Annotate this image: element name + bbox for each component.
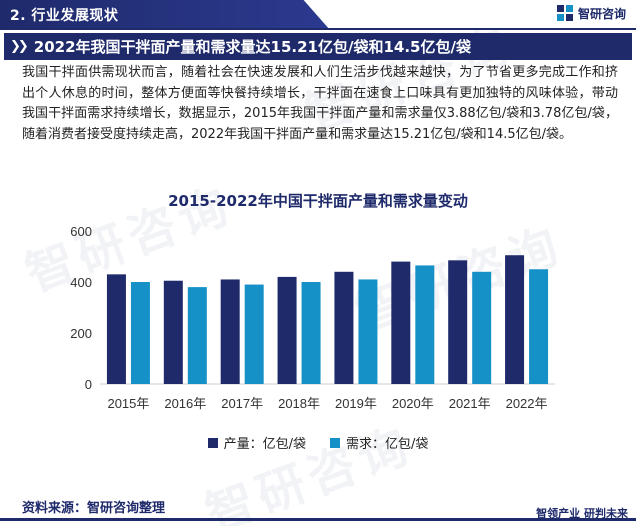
x-tick-label: 2015年 <box>107 396 149 411</box>
x-tick-label: 2019年 <box>335 396 377 411</box>
y-tick-label: 600 <box>70 224 92 239</box>
bar-demand <box>358 279 378 384</box>
double-chevron-icon: ❯❯ <box>10 39 29 54</box>
chart-title: 2015-2022年中国干拌面产量和需求量变动 <box>168 192 468 210</box>
x-tick-label: 2022年 <box>506 396 548 411</box>
footer-line <box>0 518 636 521</box>
footer-slogan: 智领产业 研判未来 <box>536 507 628 520</box>
body-paragraph: 我国干拌面供需现状而言，随着社会在快速发展和人们生活步伐越来越快，为了节省更多完… <box>22 65 618 142</box>
logo-text: 智研咨询 <box>577 6 626 21</box>
legend-item-production: 产量：亿包/袋 <box>207 433 306 452</box>
bar-demand <box>529 269 549 384</box>
bar-demand <box>472 271 492 384</box>
y-tick-label: 0 <box>85 377 92 392</box>
page-title: 2022年我国干拌面产量和需求量达15.21亿包/袋和14.5亿包/袋 <box>33 38 471 56</box>
section-tab <box>0 0 330 30</box>
y-tick-label: 400 <box>70 275 92 290</box>
bar-demand <box>244 284 264 384</box>
bar-demand <box>130 282 150 384</box>
bar-chart: 0 200 400 600 2015年 2016年 2017年 2018年 2019年 2020年… <box>70 224 555 411</box>
section-header: 2. 行业发展现状 智研咨询 <box>0 0 636 30</box>
section-label: 2. 行业发展现状 <box>10 8 119 24</box>
bar-production <box>220 279 240 384</box>
y-tick-label: 200 <box>70 326 92 341</box>
brand-logo: 智研咨询 <box>556 4 626 22</box>
bar-production <box>334 271 354 384</box>
bar-demand <box>415 265 435 384</box>
legend-swatch-demand <box>330 437 340 448</box>
legend-label-demand: 需求：亿包/袋 <box>346 437 429 452</box>
bar-demand <box>301 282 321 384</box>
x-tick-label: 2018年 <box>278 396 320 411</box>
title-banner: ❯❯ 2022年我国干拌面产量和需求量达15.21亿包/袋和14.5亿包/袋 <box>4 33 632 60</box>
x-tick-label: 2021年 <box>449 396 491 411</box>
legend-item-demand: 需求：亿包/袋 <box>330 433 428 452</box>
bar-production <box>391 261 411 384</box>
x-tick-label: 2017年 <box>221 396 263 411</box>
legend-swatch-production <box>207 437 218 448</box>
legend-label-production: 产量：亿包/袋 <box>223 437 306 452</box>
source-note: 资料来源：智研咨询整理 <box>22 501 166 516</box>
section-underline <box>0 28 636 30</box>
logo-icon <box>556 5 573 21</box>
x-tick-label: 2016年 <box>164 396 206 411</box>
chart-legend: 产量：亿包/袋 需求：亿包/袋 <box>0 433 636 452</box>
bar-production <box>106 274 126 384</box>
bar-production <box>505 255 525 384</box>
bar-demand <box>187 287 207 384</box>
bar-production <box>163 280 183 384</box>
bar-production <box>277 276 297 384</box>
x-tick-label: 2020年 <box>392 396 434 411</box>
bar-production <box>448 260 468 384</box>
